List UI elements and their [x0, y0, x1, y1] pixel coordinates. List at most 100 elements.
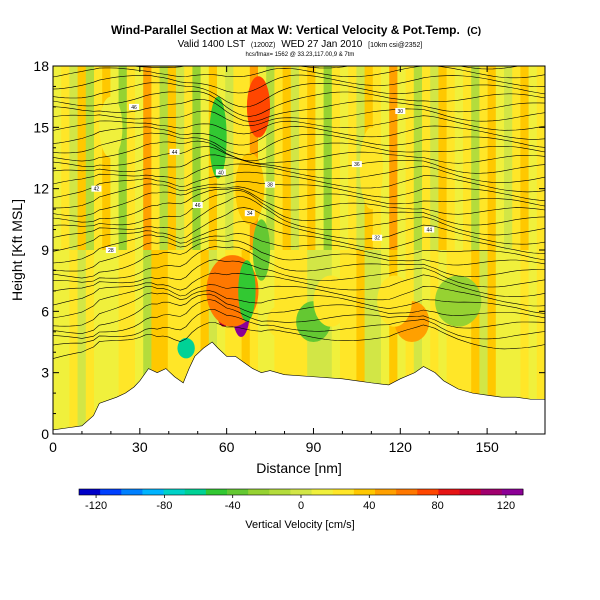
velocity-band	[53, 250, 62, 434]
colorbar-segment	[269, 489, 291, 495]
isentrope-line	[53, 163, 545, 185]
velocity-feature	[209, 96, 227, 179]
contour-label: 36	[354, 162, 360, 168]
velocity-band	[454, 66, 464, 250]
velocity-band	[192, 250, 202, 434]
isentrope-line	[53, 171, 545, 198]
colorbar-segment	[311, 489, 334, 495]
velocity-band	[135, 66, 144, 250]
y-tick-label: 0	[41, 426, 49, 442]
contour-label-bg	[91, 185, 102, 192]
velocity-band	[258, 66, 267, 250]
x-tick-label: 60	[219, 439, 235, 455]
velocity-band	[94, 250, 103, 434]
isentrope-line	[53, 140, 545, 162]
isentrope-line	[53, 146, 545, 167]
contour-label-bg	[372, 234, 383, 241]
contour-label-bg	[192, 202, 203, 209]
colorbar-segment	[396, 489, 418, 495]
velocity-band	[438, 66, 448, 250]
velocity-band	[258, 250, 267, 434]
velocity-band	[200, 66, 210, 250]
contour-label-bg	[351, 161, 362, 168]
colorbar-tick-label: -80	[156, 500, 172, 512]
colorbar-segment	[248, 489, 270, 495]
isentrope-line	[53, 284, 545, 318]
contour-label-bg	[244, 210, 255, 217]
velocity-band	[126, 250, 136, 434]
colorbar-segment	[290, 489, 313, 495]
isentrope-line	[53, 259, 545, 292]
colorbar-segment	[121, 489, 143, 495]
x-tick-label: 120	[389, 439, 413, 455]
velocity-band	[479, 250, 489, 434]
y-tick-label: 6	[41, 303, 49, 319]
velocity-band	[323, 66, 333, 250]
velocity-band	[241, 250, 251, 434]
x-axis-label: Distance [nm]	[256, 460, 342, 476]
contour-label-bg	[129, 103, 140, 110]
velocity-band	[102, 250, 111, 434]
colorbar-segment	[459, 489, 482, 495]
velocity-band	[315, 66, 325, 250]
colorbar-tick-label: 40	[363, 500, 375, 512]
isentrope-line	[53, 299, 545, 339]
contour-label-bg	[395, 107, 406, 114]
isentrope-line	[53, 125, 545, 146]
velocity-band	[397, 250, 407, 434]
velocity-band	[61, 66, 70, 250]
velocity-band	[233, 250, 243, 434]
colorbar-segment	[142, 489, 165, 495]
velocity-band	[405, 66, 415, 250]
contour-label: 38	[267, 183, 273, 189]
contour-label: 28	[108, 248, 114, 254]
velocity-band	[446, 250, 456, 434]
velocity-band	[135, 250, 144, 434]
contour-label-bg	[424, 226, 435, 233]
contour-label: 40	[218, 170, 224, 176]
velocity-band	[299, 250, 308, 434]
velocity-feature	[313, 275, 349, 327]
velocity-band	[315, 250, 325, 434]
isentrope-line	[53, 66, 545, 79]
velocity-feature	[177, 337, 195, 359]
velocity-band	[340, 250, 349, 434]
velocity-feature	[359, 127, 383, 210]
chart-title: Wind-Parallel Section at Max W: Vertical…	[111, 23, 481, 37]
isentrope-line	[53, 188, 545, 223]
colorbar-segment	[79, 489, 101, 495]
colorbar-segment	[353, 489, 376, 495]
colorbar-segment	[438, 489, 461, 495]
velocity-band	[463, 66, 472, 250]
colorbar-tick-label: -40	[225, 500, 241, 512]
isentrope-line	[53, 189, 545, 227]
velocity-band	[397, 66, 407, 250]
velocity-band	[348, 250, 357, 434]
y-tick-label: 12	[33, 181, 49, 197]
velocity-band	[504, 250, 513, 434]
isentrope-line	[53, 322, 545, 359]
contour-label: 44	[426, 228, 432, 234]
chart-small-text: hcs/fmax= 1562 @ 33.23,117.00,9 & 7tm	[246, 52, 355, 58]
isentrope-line	[53, 221, 545, 264]
velocity-band	[307, 66, 316, 250]
velocity-band	[290, 250, 300, 434]
velocity-band	[536, 250, 545, 434]
velocity-band	[381, 250, 390, 434]
isentrope-line	[53, 181, 545, 209]
velocity-band	[356, 250, 366, 434]
velocity-band	[143, 250, 152, 434]
velocity-band	[512, 66, 521, 250]
velocity-band	[381, 66, 390, 250]
colorbar-tick-label: 0	[298, 500, 304, 512]
velocity-band	[323, 250, 333, 434]
velocity-band	[487, 250, 497, 434]
velocity-band	[487, 66, 497, 250]
subtitle-date: WED 27 Jan 2010	[281, 39, 363, 50]
colorbar-segment	[417, 489, 439, 495]
colorbar-segment	[184, 489, 207, 495]
velocity-band	[372, 250, 382, 434]
velocity-band	[340, 66, 349, 250]
terrain-fill	[53, 341, 545, 434]
